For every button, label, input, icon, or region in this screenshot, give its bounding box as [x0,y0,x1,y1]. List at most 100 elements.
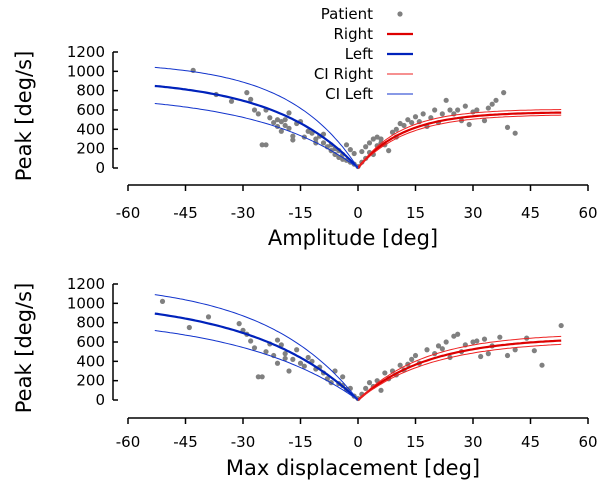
legend: Patient Right Left CI Right CI Left [314,5,413,103]
patient-point [485,351,491,357]
patient-point [236,321,242,327]
legend-marker-point [397,11,403,17]
patient-point [363,144,369,150]
patient-point [290,133,296,139]
ci-right-curve [357,335,562,401]
patient-point [251,345,258,351]
y-tick-label: 200 [76,372,105,390]
patient-point [466,121,472,128]
patient-point [259,374,265,380]
patient-point [282,122,288,129]
y-tick-label: 600 [76,101,105,119]
y-tick-label: 1200 [67,275,105,293]
x-tick-label: 0 [353,204,363,222]
y-tick-label: 600 [76,333,105,351]
legend-label-ci-left: CI Left [325,85,373,103]
patient-point [159,298,166,304]
y-tick-label: 0 [95,159,105,177]
y-axis-label: Peak [deg/s] [12,283,36,414]
patient-point [382,370,388,376]
legend-label-left: Left [345,45,373,63]
patient-point [294,347,300,353]
patient-point [274,360,281,366]
patient-point [489,101,495,107]
x-tick-label: -30 [231,433,256,451]
patient-point [432,107,438,113]
patient-point [393,126,399,132]
patient-point [435,343,442,349]
patient-point [359,148,365,155]
patient-point [340,374,346,380]
ci-right-curve [357,109,562,169]
patient-point [451,333,457,339]
patient-point [205,314,212,320]
x-tick-label: 60 [578,204,597,222]
patient-point [405,117,411,123]
patient-point [539,362,545,368]
ci-left-curve [154,330,359,401]
patient-point [512,347,518,353]
patient-point [485,105,491,111]
patient-point [301,363,307,369]
patient-point [286,368,292,374]
y-tick-label: 800 [76,82,105,100]
patient-point [282,355,288,362]
patient-point [409,356,415,362]
ci-right-curve [357,114,562,169]
patient-point [386,148,392,154]
x-tick-label: 60 [578,433,597,451]
ci-left-curve [154,294,359,401]
patient-point [531,348,537,354]
patient-point [244,90,250,96]
patient-point [320,140,327,146]
patient-point [263,142,269,148]
patient-point [278,128,284,134]
patient-point [558,322,564,329]
patient-point [501,90,507,96]
patient-point [347,147,353,153]
patient-point [313,136,319,142]
patient-point [504,352,511,359]
patient-point [462,103,468,109]
y-tick-label: 400 [76,352,105,370]
patient-point [366,380,373,386]
patient-point [282,351,288,357]
patient-point [424,347,430,353]
patient-point [290,356,296,362]
patient-point [267,115,273,121]
patient-point [389,129,396,135]
x-axis-label: Max displacement [deg] [226,456,480,480]
x-tick-label: 15 [406,204,425,222]
x-tick-label: 30 [463,204,482,222]
patient-point [263,349,269,355]
patient-point [248,338,254,344]
patient-point [278,119,284,125]
patient-point [305,354,311,361]
right-curve [357,111,562,169]
ci-right-curve [357,343,562,401]
patient-point [251,107,258,113]
y-tick-label: 1000 [67,62,105,80]
legend-label-ci-right: CI Right [314,65,373,83]
patient-point [443,339,449,345]
patient-point [286,125,292,131]
patient-point [420,111,426,117]
y-tick-label: 1200 [67,43,105,61]
x-tick-label: -15 [288,204,313,222]
patient-point [305,128,311,134]
left-curve [154,84,359,169]
patient-point [343,142,350,148]
x-tick-label: -60 [116,433,141,451]
patient-point [443,97,449,103]
patient-point [478,353,484,360]
y-axis-label: Peak [deg/s] [12,51,36,182]
patient-point [228,98,235,104]
patient-point [274,117,281,123]
patient-point [512,130,518,136]
x-tick-label: 0 [353,433,363,451]
x-tick-label: 30 [463,433,482,451]
patient-point [497,334,503,340]
patient-point [481,118,488,124]
